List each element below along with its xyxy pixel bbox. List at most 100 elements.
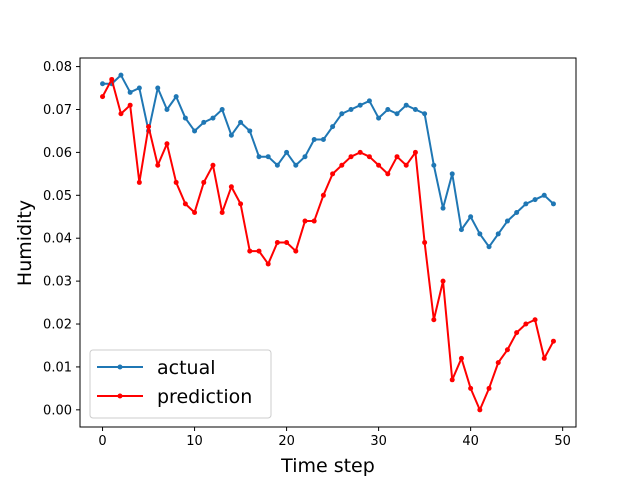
data-point-prediction [477,407,483,413]
legend-marker-prediction [117,393,123,399]
legend-label-prediction: prediction [157,386,252,408]
data-point-actual [201,119,207,125]
data-point-prediction [302,218,308,224]
data-point-prediction [403,162,409,168]
y-tick-label: 0.00 [43,403,72,418]
data-point-actual [320,137,326,143]
data-point-actual [366,98,372,104]
data-point-actual [192,128,198,134]
axes-frame [79,57,577,428]
data-point-prediction [219,209,225,215]
data-point-actual [210,115,216,121]
data-point-prediction [293,248,299,254]
data-point-prediction [458,355,464,361]
data-point-prediction [100,94,106,100]
data-point-actual [173,94,179,100]
data-point-prediction [146,124,152,130]
data-point-actual [440,205,446,211]
y-tick-label: 0.03 [43,275,72,290]
data-point-prediction [385,171,391,177]
data-point-actual [495,231,501,237]
x-tick-label: 10 [186,434,203,449]
data-point-actual [238,119,244,125]
data-point-actual [385,106,391,112]
data-point-actual [550,201,556,207]
data-point-prediction [201,179,207,185]
data-point-actual [100,81,106,87]
data-point-actual [357,102,363,108]
legend-marker-actual [117,364,123,370]
data-point-prediction [541,355,547,361]
data-point-actual [155,85,161,91]
data-point-prediction [495,360,501,366]
data-point-prediction [284,240,290,245]
y-tick-label: 0.06 [43,146,72,161]
data-point-actual [219,106,225,112]
y-axis-label: Humidity [14,200,36,286]
data-point-prediction [431,317,437,323]
data-point-prediction [192,209,198,215]
x-axis-ticks: 0 10 20 30 40 50 [98,427,571,449]
data-point-actual [330,124,336,130]
y-tick-label: 0.05 [43,189,72,204]
data-point-actual [403,102,409,108]
data-point-prediction [136,179,142,185]
data-point-prediction [422,240,428,245]
data-point-actual [293,162,299,168]
data-point-prediction [523,321,529,327]
data-point-actual [274,162,280,168]
data-point-actual [486,244,492,250]
data-point-prediction [311,218,317,224]
data-point-actual [431,162,437,168]
legend-label-actual: actual [157,357,216,379]
data-point-prediction [504,347,510,353]
data-point-actual [256,154,262,160]
data-point-prediction [449,377,455,383]
data-point-actual [458,227,464,233]
data-point-actual [504,218,510,224]
data-point-prediction [330,171,336,177]
data-point-prediction [173,179,179,185]
y-tick-label: 0.08 [43,60,72,75]
data-point-actual [348,106,354,112]
plot-area [100,72,556,413]
data-point-actual [127,89,133,95]
x-tick-label: 20 [278,434,295,449]
data-point-actual [228,132,234,138]
data-point-prediction [376,162,382,168]
x-tick-label: 30 [370,434,387,449]
series-prediction [100,76,556,413]
series-line-actual [102,74,555,248]
data-point-prediction [486,385,492,391]
data-point-prediction [394,154,400,160]
data-point-prediction [210,162,216,168]
y-tick-label: 0.02 [43,318,72,333]
data-point-actual [247,128,253,134]
data-point-prediction [532,317,538,323]
data-point-prediction [550,338,556,344]
data-point-prediction [320,192,326,198]
data-point-prediction [412,149,418,155]
data-point-actual [468,214,474,220]
y-tick-label: 0.01 [43,360,72,375]
data-point-actual [339,111,345,117]
data-point-prediction [109,76,115,82]
x-tick-label: 0 [98,434,106,449]
series-line-prediction [101,78,555,411]
y-axis-ticks: 0.00 0.01 0.02 0.03 0.04 0.05 0.06 0.07 0.08 [43,60,80,418]
data-point-actual [118,72,124,78]
data-point-actual [541,192,547,198]
data-point-prediction [514,330,520,336]
data-point-prediction [238,201,244,207]
data-point-actual [311,137,317,143]
data-point-actual [164,106,170,112]
data-point-prediction [468,385,474,391]
data-point-prediction [265,261,271,267]
data-point-prediction [366,154,372,160]
data-point-prediction [274,240,280,245]
legend: actual prediction [89,349,272,419]
data-point-actual [302,154,308,160]
data-point-actual [182,115,188,121]
data-point-actual [523,201,529,207]
